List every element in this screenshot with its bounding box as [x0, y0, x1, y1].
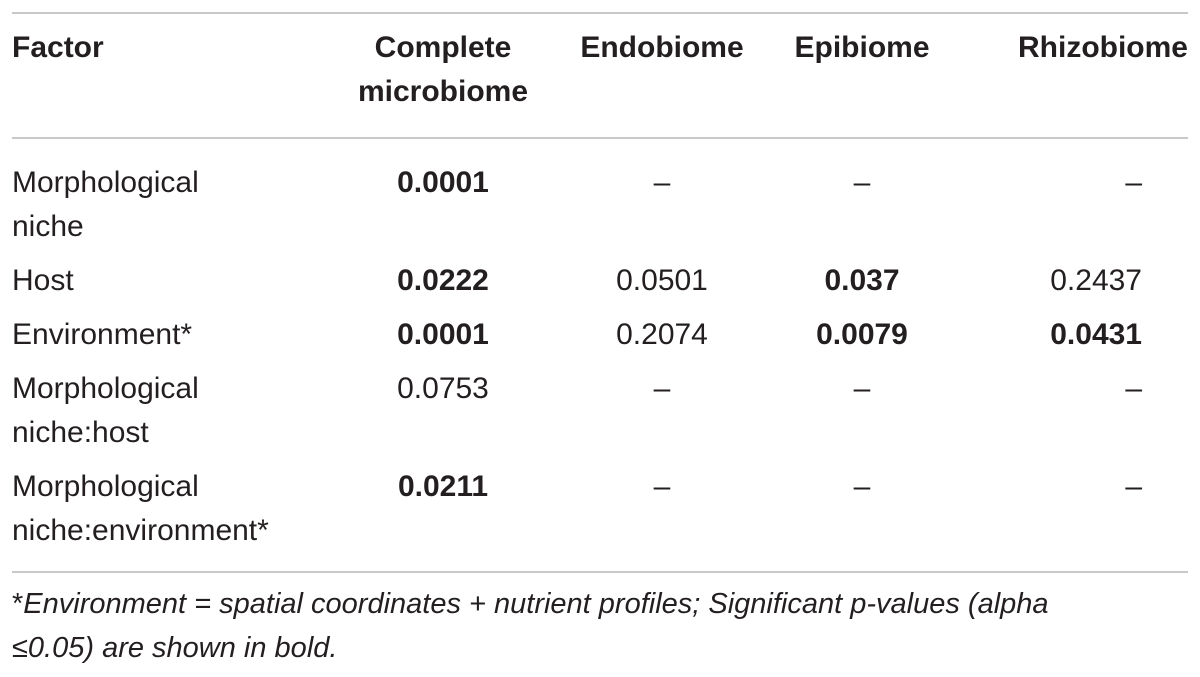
header-complete-microbiome: Complete microbiome [338, 26, 548, 138]
table-row: Morphological niche 0.0001 – – – [12, 161, 1188, 259]
rhizobiome-value: – [1125, 372, 1142, 405]
header-complete-line2: microbiome [357, 75, 529, 108]
header-rhizobiome: Rhizobiome [1018, 31, 1188, 64]
header-epibiome: Epibiome [794, 31, 930, 64]
factor-cell: Morphological niche:host [12, 367, 338, 465]
factor-cell: Host [12, 264, 74, 297]
factor-line2: niche:host [12, 416, 149, 449]
table-footnote: *Environment = spatial coordinates + nut… [12, 582, 1188, 670]
complete-value: 0.0753 [397, 372, 489, 405]
rhizobiome-value: 0.0431 [1050, 318, 1142, 351]
complete-value: 0.0211 [397, 470, 489, 503]
table-row: Morphological niche:environment* 0.0211 … [12, 465, 1188, 563]
endobiome-value: 0.2074 [616, 318, 708, 351]
endobiome-value: – [653, 470, 671, 503]
results-table: Factor Complete microbiome Endobiome Epi… [12, 26, 1188, 563]
endobiome-value: – [653, 372, 671, 405]
factor-line2: niche [12, 210, 84, 243]
epibiome-value: – [853, 166, 871, 199]
complete-value: 0.0001 [397, 166, 489, 199]
rhizobiome-value: – [1125, 470, 1142, 503]
header-endobiome: Endobiome [580, 31, 744, 64]
bottom-rule [12, 571, 1188, 573]
complete-value: 0.0001 [397, 318, 489, 351]
endobiome-value: 0.0501 [616, 264, 708, 297]
epibiome-value: – [853, 372, 871, 405]
table-row: Host 0.0222 0.0501 0.037 0.2437 [12, 259, 1188, 313]
rhizobiome-value: 0.2437 [1050, 264, 1142, 297]
epibiome-value: 0.037 [824, 264, 900, 297]
footnote-mark: * [12, 588, 24, 620]
header-factor: Factor [12, 31, 104, 64]
factor-line1: Morphological [12, 470, 199, 503]
factor-line2: niche:environment* [12, 514, 269, 547]
header-rule [12, 137, 1188, 139]
table-row: Environment* 0.0001 0.2074 0.0079 0.0431 [12, 313, 1188, 367]
endobiome-value: – [653, 166, 671, 199]
header-row: Factor Complete microbiome Endobiome Epi… [12, 26, 1188, 138]
footnote-line2: ≤0.05) are shown in bold. [12, 632, 338, 664]
top-rule [12, 12, 1188, 14]
epibiome-value: – [853, 470, 871, 503]
factor-cell: Environment* [12, 318, 193, 351]
factor-cell: Morphological niche:environment* [12, 465, 338, 563]
factor-line1: Morphological [12, 372, 199, 405]
header-complete-line1: Complete [374, 31, 512, 64]
rhizobiome-value: – [1125, 166, 1142, 199]
table-row: Morphological niche:host 0.0753 – – – [12, 367, 1188, 465]
complete-value: 0.0222 [397, 264, 489, 297]
epibiome-value: 0.0079 [816, 318, 908, 351]
footnote-line1: Environment = spatial coordinates + nutr… [23, 588, 1049, 620]
factor-line1: Morphological [12, 166, 199, 199]
factor-cell: Morphological niche [12, 161, 338, 259]
